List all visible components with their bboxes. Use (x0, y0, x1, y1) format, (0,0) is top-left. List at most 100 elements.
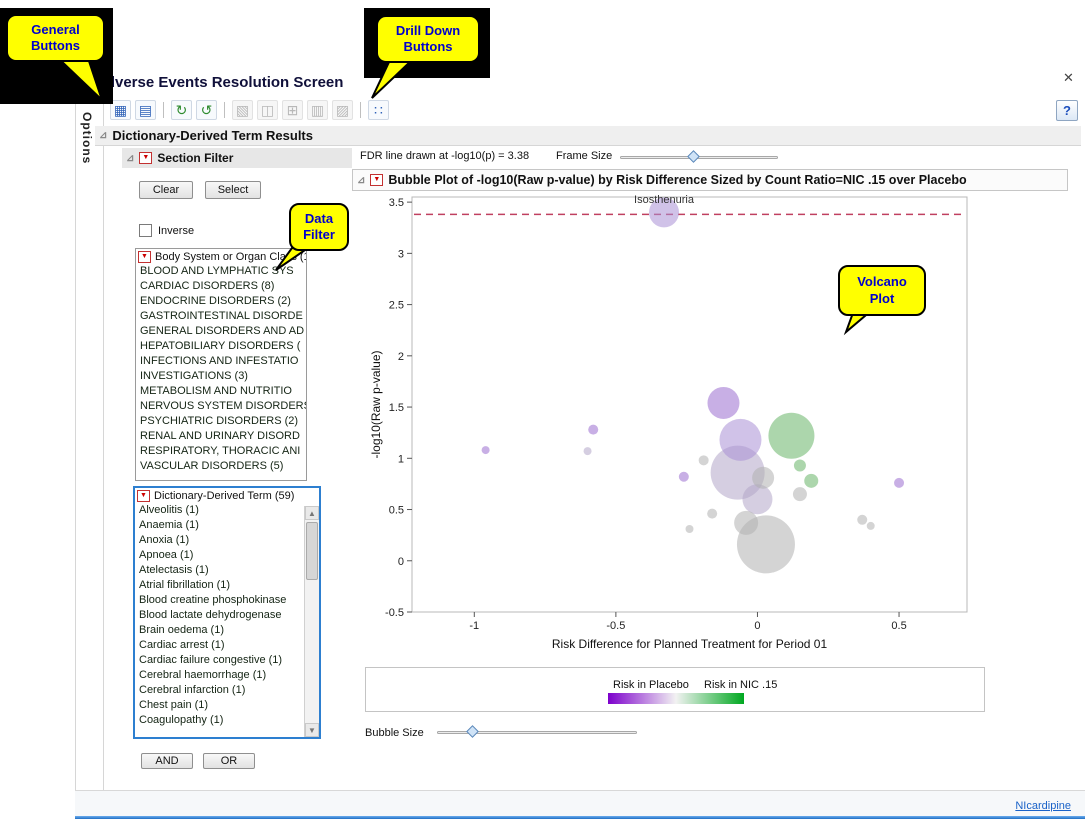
list-item[interactable]: PSYCHIATRIC DISORDERS (2) (140, 415, 299, 427)
bubble[interactable] (685, 525, 694, 533)
drill-subjects-icon[interactable]: ◫ (257, 100, 278, 120)
scrollbar-thumb[interactable] (306, 522, 318, 580)
drill-down-callout: Drill Down Buttons (376, 15, 480, 63)
callout-text: Buttons (30, 38, 81, 53)
section-filter-band[interactable]: ⊿ ▼ Section Filter (122, 148, 352, 168)
list-item[interactable]: Brain oedema (1) (139, 624, 224, 636)
callout-text: Plot (869, 290, 895, 306)
bubble[interactable] (768, 412, 815, 459)
drill-notes-icon[interactable]: ▥ (307, 100, 328, 120)
list-item[interactable]: BLOOD AND LYMPHATIC SYS (140, 265, 294, 277)
list-item[interactable]: Cerebral infarction (1) (139, 684, 246, 696)
terms-list-title: Dictionary-Derived Term (59) (154, 490, 295, 502)
callout-text: General (31, 21, 80, 37)
close-icon[interactable]: ✕ (1063, 70, 1074, 85)
list-item[interactable]: Alveolitis (1) (139, 504, 199, 516)
body-system-list-header[interactable]: ▼ Body System or Organ Class (14) (136, 249, 306, 264)
bubble[interactable] (481, 446, 490, 455)
report-icon[interactable]: ▤ (135, 100, 156, 120)
toolbar: ▦ ▤ ↻ ↺ ▧ ◫ ⊞ ▥ ▨ ∷ (110, 100, 389, 120)
bubble-size-slider-thumb[interactable] (466, 725, 479, 738)
results-header-band[interactable]: ⊿ Dictionary-Derived Term Results (95, 126, 1081, 146)
list-item[interactable]: INVESTIGATIONS (3) (140, 370, 248, 382)
list-item[interactable]: CARDIAC DISORDERS (8) (140, 280, 275, 292)
list-item[interactable]: NERVOUS SYSTEM DISORDERS (140, 400, 307, 412)
bubble[interactable] (804, 473, 819, 488)
list-item[interactable]: METABOLISM AND NUTRITIO (140, 385, 292, 397)
list-item[interactable]: Cardiac failure congestive (1) (139, 654, 283, 666)
list-item[interactable]: GASTROINTESTINAL DISORDE (140, 310, 303, 322)
update-icon[interactable]: ↻ (171, 100, 192, 120)
list-item[interactable]: Coagulopathy (1) (139, 714, 224, 726)
list-item[interactable]: Anaemia (1) (139, 519, 199, 531)
bubble[interactable] (734, 510, 759, 535)
y-tick-label: 2 (398, 351, 404, 363)
bubble[interactable] (792, 487, 807, 502)
list-item[interactable]: Apnoea (1) (139, 549, 194, 561)
scatter-plot-icon[interactable]: ∷ (368, 100, 389, 120)
drill-table-icon[interactable]: ⊞ (282, 100, 303, 120)
scroll-up-icon[interactable]: ▲ (305, 506, 319, 520)
or-button[interactable]: OR (203, 753, 255, 769)
list-item[interactable]: Blood creatine phosphokinase (139, 594, 287, 606)
select-button[interactable]: Select (205, 181, 261, 199)
y-tick-label: 2.5 (389, 300, 404, 312)
bubble-size-slider-track[interactable] (437, 731, 637, 734)
bubble[interactable] (866, 521, 875, 530)
red-triangle-menu-icon[interactable]: ▼ (138, 251, 151, 263)
list-item[interactable]: GENERAL DISORDERS AND AD (140, 325, 305, 337)
bubble[interactable] (588, 424, 599, 435)
disclosure-icon[interactable]: ⊿ (126, 152, 135, 164)
callout-text: Drill Down (395, 22, 461, 38)
drill-report-icon[interactable]: ▨ (332, 100, 353, 120)
bubble[interactable] (707, 508, 718, 519)
inverse-checkbox[interactable] (139, 224, 152, 237)
list-item[interactable]: RESPIRATORY, THORACIC ANI (140, 445, 301, 457)
bubble[interactable] (583, 447, 592, 456)
plot-title-band[interactable]: ⊿ ▼ Bubble Plot of -log10(Raw p-value) b… (352, 169, 1068, 191)
list-item[interactable]: VASCULAR DISORDERS (5) (140, 460, 284, 472)
list-item[interactable]: Atrial fibrillation (1) (139, 579, 231, 591)
drill-profile-icon[interactable]: ▧ (232, 100, 253, 120)
red-triangle-menu-icon[interactable]: ▼ (139, 152, 153, 164)
disclosure-icon[interactable]: ⊿ (357, 174, 366, 186)
options-panel-label[interactable]: Options (80, 112, 94, 165)
legend-right-label: Risk in NIC .15 (704, 679, 778, 691)
list-item[interactable]: Chest pain (1) (139, 699, 209, 711)
list-item[interactable]: Atelectasis (1) (139, 564, 209, 576)
list-item[interactable]: INFECTIONS AND INFESTATIO (140, 355, 299, 367)
red-triangle-menu-icon[interactable]: ▼ (137, 490, 150, 502)
list-item[interactable]: Anoxia (1) (139, 534, 190, 546)
frame-size-slider-thumb[interactable] (687, 150, 700, 163)
bubble[interactable] (752, 466, 775, 489)
bubble[interactable] (719, 418, 762, 461)
bubble[interactable] (793, 459, 806, 472)
and-button[interactable]: AND (141, 753, 193, 769)
volcano-plot[interactable]: 3.5 3 2.5 2 1.5 1 0.5 0 -0.5 -1 -0.5 0 0.5 Isosthenur… (368, 193, 988, 663)
help-button[interactable]: ? (1056, 100, 1078, 121)
terms-list-header[interactable]: ▼ Dictionary-Derived Term (59) (135, 488, 319, 503)
bubble[interactable] (894, 477, 905, 488)
bubble[interactable] (742, 484, 773, 515)
clear-button[interactable]: Clear (139, 181, 193, 199)
rerun-icon[interactable]: ↺ (196, 100, 217, 120)
red-triangle-menu-icon[interactable]: ▼ (370, 174, 384, 186)
plot-title-label: Bubble Plot of -log10(Raw p-value) by Ri… (388, 173, 967, 187)
study-link[interactable]: NIcardipine (1015, 800, 1071, 812)
list-item[interactable]: Blood lactate dehydrogenase (139, 609, 282, 621)
list-item[interactable]: HEPATOBILIARY DISORDERS ( (140, 340, 301, 352)
list-item[interactable]: RENAL AND URINARY DISORD (140, 430, 300, 442)
list-item[interactable]: Cardiac arrest (1) (139, 639, 225, 651)
disclosure-icon[interactable]: ⊿ (99, 130, 108, 141)
bubble[interactable] (857, 514, 868, 525)
data-table-icon[interactable]: ▦ (110, 100, 131, 120)
list-item[interactable]: ENDOCRINE DISORDERS (2) (140, 295, 291, 307)
bubble[interactable] (678, 471, 689, 482)
bubble[interactable] (698, 455, 709, 466)
terms-scrollbar[interactable]: ▲ ▼ (304, 506, 319, 737)
list-item[interactable]: Cerebral haemorrhage (1) (139, 669, 267, 681)
bubble[interactable] (707, 386, 740, 419)
bubble[interactable] (649, 197, 680, 228)
scroll-down-icon[interactable]: ▼ (305, 723, 319, 737)
frame-size-label: Frame Size (556, 150, 613, 162)
